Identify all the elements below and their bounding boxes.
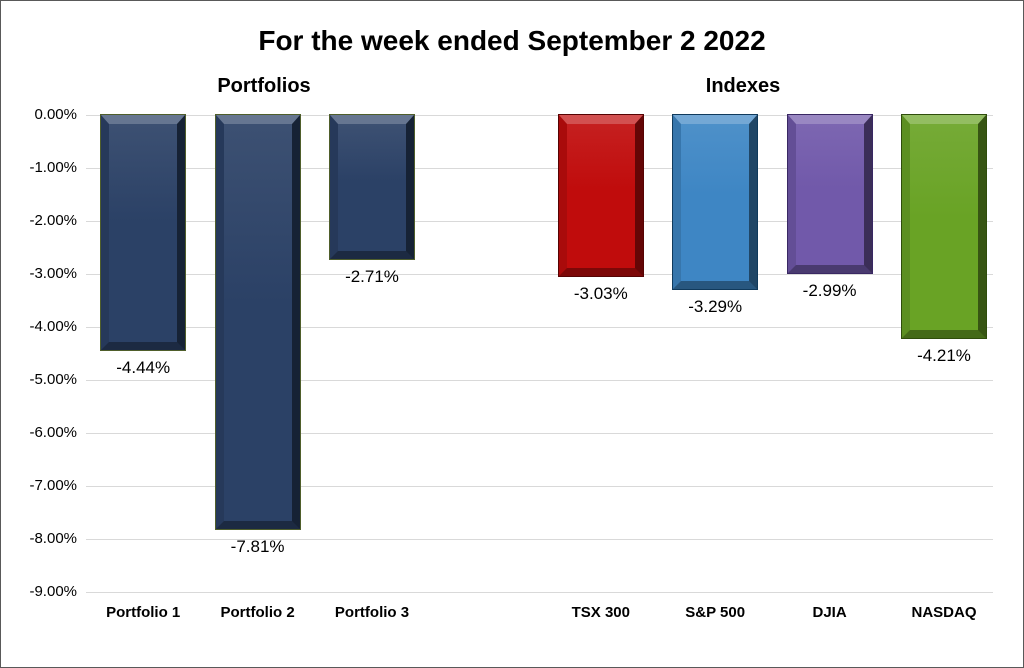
value-label-portfolio-3: -2.71% xyxy=(345,266,399,286)
group-label-portfolios: Portfolios xyxy=(217,75,311,97)
category-label-portfolio-3: Portfolio 3 xyxy=(334,604,410,621)
category-label-djia: DJIA xyxy=(812,604,847,621)
y-axis-tick-label: -3.00% xyxy=(29,265,77,282)
bar-portfolio-2 xyxy=(214,114,301,530)
value-label-tsx-300: -3.03% xyxy=(573,283,628,303)
gridline xyxy=(86,380,993,381)
category-label-tsx-300: TSX 300 xyxy=(571,604,630,621)
y-axis-tick-label: -5.00% xyxy=(29,371,77,388)
group-label-indexes: Indexes xyxy=(705,75,781,97)
value-label-s-p-500: -3.29% xyxy=(688,297,743,317)
gridline xyxy=(86,486,993,487)
value-label-portfolio-2: -7.81% xyxy=(230,536,285,556)
gridline xyxy=(86,433,993,434)
category-label-portfolio-2: Portfolio 2 xyxy=(220,604,295,621)
bar-tsx-300 xyxy=(557,114,644,277)
y-axis-tick-label: -6.00% xyxy=(29,424,77,441)
category-label-nasdaq: NASDAQ xyxy=(911,604,977,621)
bar-djia xyxy=(786,113,873,275)
bar-s-p-500 xyxy=(672,113,759,291)
category-label-s-p-500: S&P 500 xyxy=(685,604,746,621)
category-label-portfolio-1: Portfolio 1 xyxy=(106,604,181,621)
gridline xyxy=(86,592,993,593)
y-axis-tick-label: -7.00% xyxy=(29,477,77,494)
gridline xyxy=(86,221,993,222)
bar-portfolio-3 xyxy=(329,114,415,260)
value-label-djia: -2.99% xyxy=(802,281,857,301)
value-label-nasdaq: -4.21% xyxy=(917,346,971,366)
chart-title: For the week ended September 2 2022 xyxy=(258,25,766,56)
gridline xyxy=(86,274,993,275)
gridline xyxy=(86,327,993,328)
y-axis-tick-label: -9.00% xyxy=(29,583,77,600)
y-axis-tick-label: 0.00% xyxy=(34,106,77,123)
gridline xyxy=(86,539,993,540)
gridline xyxy=(86,168,993,169)
gridline xyxy=(86,115,993,116)
y-axis-tick-label: -1.00% xyxy=(29,159,77,176)
y-axis-tick-label: -8.00% xyxy=(29,530,77,547)
y-axis-tick-label: -4.00% xyxy=(29,318,77,335)
bar-nasdaq xyxy=(901,113,987,340)
value-label-portfolio-1: -4.44% xyxy=(116,358,171,378)
y-axis-tick-label: -2.00% xyxy=(29,212,77,229)
bar-portfolio-1 xyxy=(100,113,187,352)
